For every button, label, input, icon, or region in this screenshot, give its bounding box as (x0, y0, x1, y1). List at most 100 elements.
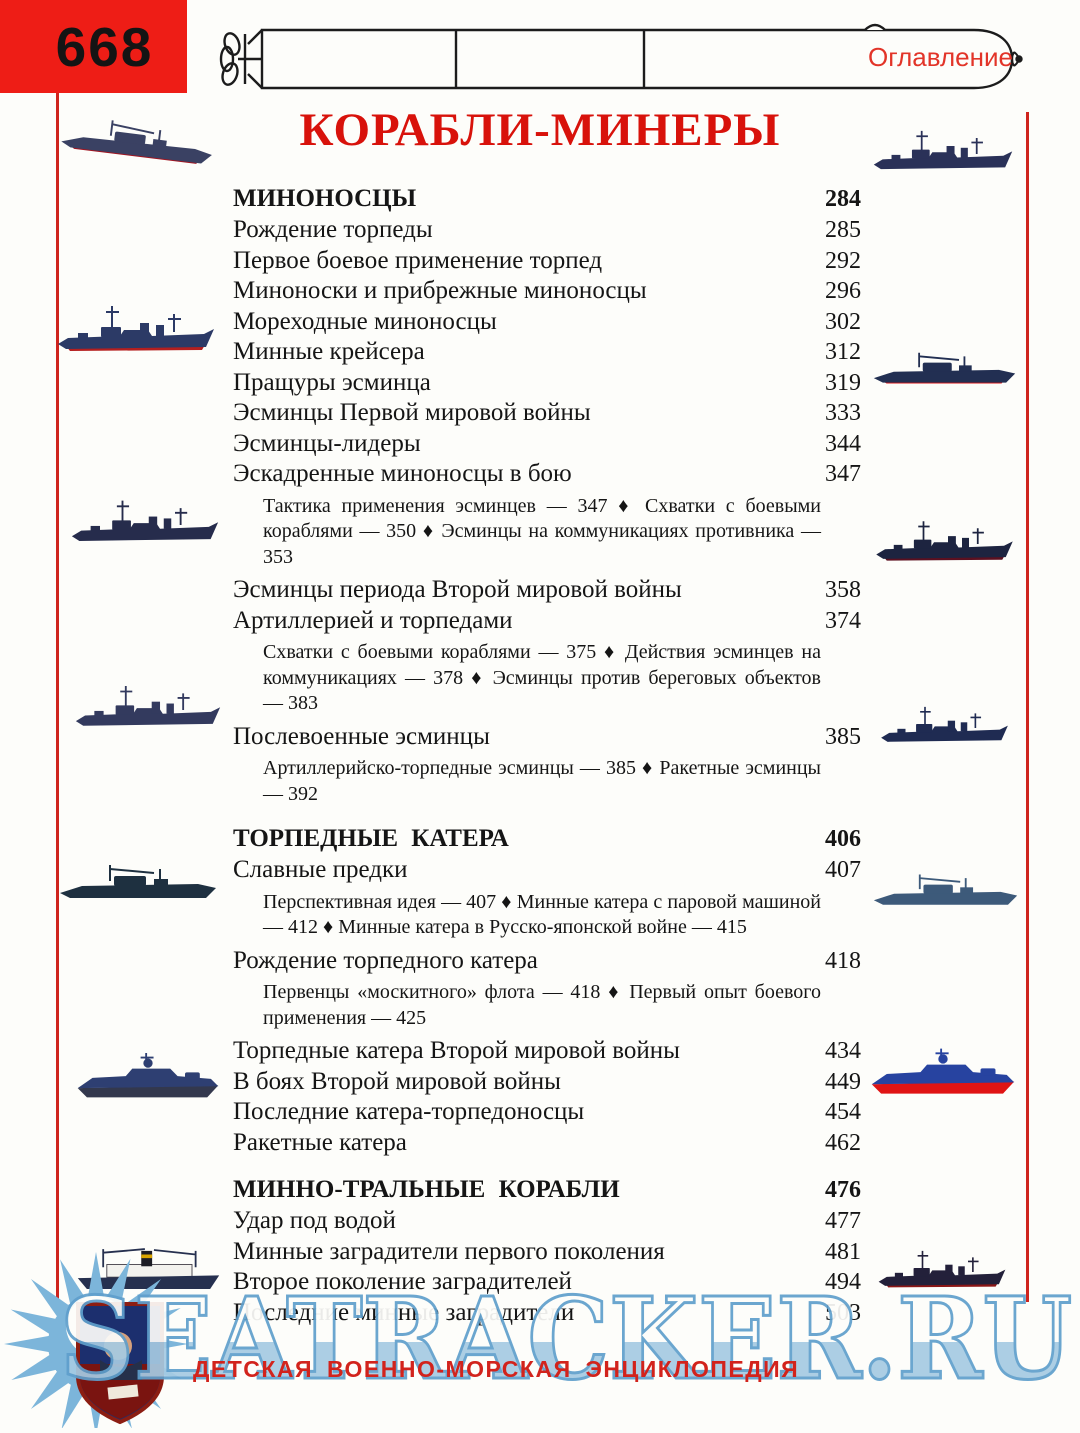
right-red-rule (1026, 112, 1029, 1302)
watermark: SEATRACKER.RU (59, 1280, 1074, 1400)
toc-entry: Артиллерией и торпедами 374 (233, 606, 861, 637)
shield-icon (76, 1302, 164, 1425)
toc-entry: Второе поколение заградителей 494 (233, 1267, 861, 1298)
toc-entry: Рождение торпеды 285 (233, 215, 861, 246)
toc-entry: Эскадренные миноносцы в бою 347 (233, 459, 861, 490)
toc-entry-page: 285 (825, 217, 861, 243)
toc-entry: В боях Второй мировой войны 449 (233, 1067, 861, 1098)
toc-entry-label: Первое боевое применение торпед (233, 246, 603, 274)
toc-entry-label: Славные предки (233, 856, 408, 883)
toc-subentry: Первенцы «москитного» флота — 418 ♦ Перв… (263, 981, 821, 1029)
ship-illustration-right-4 (872, 702, 1017, 754)
ship-illustration-right-2 (872, 338, 1017, 400)
toc-entry-page: 358 (825, 577, 861, 603)
ship-illustration-left-2 (56, 300, 216, 364)
toc-entry-label: Торпедные катера Второй мировой войны (233, 1037, 680, 1064)
toc-entry-label: Артиллерией и торпедами (233, 606, 513, 634)
toc-entry-page: 454 (825, 1099, 861, 1125)
toc-entry-label: Мореходные миноносцы (233, 307, 497, 335)
toc-entry-page: 449 (825, 1068, 861, 1095)
toc-entry-page: 418 (825, 947, 861, 974)
toc-entry-page: 481 (825, 1238, 861, 1265)
toc-entry-label: Послевоенные эсминцы (233, 722, 490, 750)
toc-entry: Первое боевое применение торпед 292 (233, 246, 861, 277)
toc-entry-page: 462 (825, 1129, 861, 1156)
ship-illustration-right-3 (872, 516, 1017, 572)
toc-entry-page: 344 (825, 430, 861, 457)
toc-entry: Эсминцы-лидеры 344 (233, 429, 861, 460)
toc-entry-label: Эскадренные миноносцы в бою (233, 460, 572, 487)
ship-illustration-left-6 (74, 1048, 222, 1106)
toc-entry-label: В боях Второй мировой войны (233, 1067, 561, 1095)
toc-entry: Минные крейсера 312 (233, 337, 861, 368)
toc-entry-label: Последние минные заградители (233, 1298, 575, 1326)
toc-entry-label: Минные крейсера (233, 338, 425, 365)
toc-entry-page: 406 (825, 826, 861, 852)
ship-illustration-right-5 (872, 868, 1019, 914)
toc-entry: Последние катера-торпедоносцы 454 (233, 1097, 861, 1128)
toc-entry: Славные предки 407 (233, 855, 861, 886)
toc-entry-page: 312 (825, 339, 861, 365)
toc-entry-page: 347 (825, 461, 861, 487)
toc-entry-page: 284 (825, 186, 861, 212)
toc-entry: Послевоенные эсминцы 385 (233, 722, 861, 753)
page-number: 668 (55, 15, 154, 78)
toc-entry-label: МИНОНОСЦЫ (233, 185, 417, 212)
toc-section: МИННО-ТРАЛЬНЫЕ КОРАБЛИ 476 (233, 1174, 861, 1206)
toc-entry: Последние минные заградители 503 (233, 1298, 861, 1329)
toc-entry-page: 503 (825, 1299, 861, 1326)
toc-entry: Эсминцы Первой мировой войны 333 (233, 398, 861, 429)
toc-entry-label: Второе поколение заградителей (233, 1268, 572, 1295)
toc-entry: Торпедные катера Второй мировой войны 434 (233, 1036, 861, 1067)
toc-entry-label: Эсминцы Первой мировой войны (233, 399, 591, 426)
toc-entry-label: МИННО-ТРАЛЬНЫЕ КОРАБЛИ (233, 1176, 620, 1203)
page-number-box: 668 (0, 0, 187, 93)
toc-entry-page: 319 (825, 369, 861, 396)
ship-illustration-left-5 (58, 858, 218, 908)
toc-entry: Мореходные миноносцы 302 (233, 307, 861, 338)
toc-entry-page: 476 (825, 1177, 861, 1203)
left-red-rule (56, 93, 59, 1302)
toc-subentry: Перспективная идея — 407 ♦ Минные катера… (263, 890, 821, 939)
toc-entry: Ракетные катера 462 (233, 1128, 861, 1159)
ship-illustration-left-1 (57, 101, 218, 181)
toc-subentry: Схватки с боевыми кораблями — 375 ♦ Дейс… (263, 641, 821, 714)
page-title: КОРАБЛИ-МИНЕРЫ (299, 104, 781, 156)
toc-entry-label: Удар под водой (233, 1207, 396, 1234)
toc-entry-label: Эсминцы-лидеры (233, 429, 421, 457)
toc-subentry: Артиллерийско-торпедные эсминцы — 385 ♦ … (263, 757, 821, 805)
imprint-text: ДЕТСКАЯ ВОЕННО-МОРСКАЯ ЭНЦИКЛОПЕДИЯ (193, 1356, 800, 1382)
toc-section: ТОРПЕДНЫЕ КАТЕРА 406 (233, 823, 861, 855)
ship-illustration-left-3 (70, 492, 220, 558)
toc-entry-page: 374 (825, 607, 861, 634)
toc-entry-label: Минные заградители первого поколения (233, 1237, 665, 1265)
toc-entry-page: 385 (825, 723, 861, 750)
toc-entry-label: Эсминцы периода Второй мировой войны (233, 576, 682, 603)
toc-entry-page: 302 (825, 308, 861, 335)
toc-entry-page: 434 (825, 1038, 861, 1064)
toc-entry-page: 477 (825, 1208, 861, 1234)
toc-entry-label: Пращуры эсминца (233, 368, 431, 396)
watermark-text: SEATRACKER.RU (60, 1280, 1072, 1400)
toc-entry-label: ТОРПЕДНЫЕ КАТЕРА (233, 825, 509, 852)
toc-entry: Миноноски и прибрежные миноносцы 296 (233, 276, 861, 307)
toc-entry-page: 494 (825, 1269, 861, 1295)
table-of-contents: МИНОНОСЦЫ 284 Рождение торпеды 285 Первое бо… (233, 183, 861, 1328)
ship-illustration-right-1 (872, 108, 1014, 200)
toc-entry-page: 296 (825, 278, 861, 304)
toc-entry-page: 292 (825, 247, 861, 274)
ship-illustration-right-6 (868, 1042, 1018, 1104)
toc-entry: Удар под водой 477 (233, 1206, 861, 1237)
toc-entry-label: Рождение торпеды (233, 216, 433, 243)
toc-entry-label: Последние катера-торпедоносцы (233, 1098, 585, 1125)
toc-entry: Пращуры эсминца 319 (233, 368, 861, 399)
toc-entry-label: Рождение торпедного катера (233, 946, 538, 974)
toc-entry: Минные заградители первого поколения 481 (233, 1237, 861, 1268)
toc-section: МИНОНОСЦЫ 284 (233, 183, 861, 215)
ship-illustration-left-4 (74, 678, 222, 742)
toc-entry: Эсминцы периода Второй мировой войны 358 (233, 575, 861, 606)
toc-entry: Рождение торпедного катера 418 (233, 946, 861, 977)
toc-entry-label: Ракетные катера (233, 1128, 407, 1156)
toc-entry-page: 407 (825, 857, 861, 883)
toc-entry-page: 333 (825, 400, 861, 426)
